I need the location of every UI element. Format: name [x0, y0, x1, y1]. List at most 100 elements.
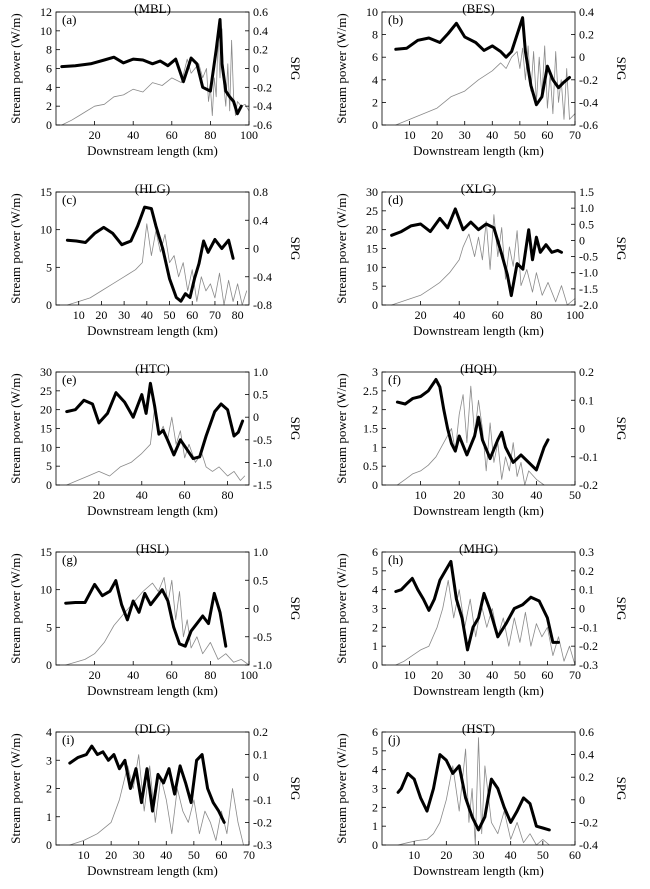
y2-tick-label: 0 — [253, 770, 259, 784]
x-tick-label: 40 — [530, 488, 542, 502]
y2-tick-label: -0.1 — [579, 620, 598, 634]
x-tick-label: 10 — [415, 488, 427, 502]
panel-label: (j) — [388, 732, 400, 747]
panel-label: (a) — [62, 12, 76, 27]
y2-tick-label: 1.0 — [253, 545, 268, 559]
x-tick-label: 30 — [118, 308, 130, 322]
y-tick-label: 0 — [372, 298, 378, 312]
panel-a: 20 40 60 80 100 0 2 4 6 8 10 12 -0.6 -0.4 -0.2 0 0.2 0.4 0… — [8, 1, 303, 158]
y2-tick-label: -1.5 — [579, 282, 598, 296]
x-tick-label: 30 — [473, 848, 485, 862]
x-tick-label: 20 — [105, 848, 117, 862]
x-tick-label: 100 — [566, 308, 584, 322]
y-tick-label: 10 — [40, 223, 52, 237]
y-tick-label: 1 — [372, 639, 378, 653]
y2-axis-label: SPG — [288, 237, 303, 261]
y-tick-label: 8 — [372, 28, 378, 42]
y2-tick-label: -0.8 — [253, 298, 272, 312]
y2-tick-label: -0.5 — [253, 433, 272, 447]
x-tick-label: 40 — [505, 848, 517, 862]
y2-tick-label: -0.4 — [253, 270, 272, 284]
y-tick-label: 2.5 — [363, 384, 378, 398]
y2-axis-label: SPG — [614, 597, 629, 621]
panel-label: (c) — [62, 192, 76, 207]
y2-axis-label: SPG — [614, 237, 629, 261]
y2-tick-label: -0.2 — [253, 80, 272, 94]
y2-tick-label: 0 — [253, 602, 259, 616]
y2-axis-label: SPG — [614, 417, 629, 441]
y-tick-label: 25 — [40, 384, 52, 398]
y-tick-label: 5 — [372, 564, 378, 578]
panel-e: 20 40 60 80 0 5 10 15 20 25 30 -1.5 -1.0 -0.5 0 0.5 1.0 (… — [8, 361, 303, 518]
y2-tick-label: -0.2 — [579, 815, 598, 829]
y2-tick-label: 0.2 — [579, 28, 594, 42]
y-tick-label: 4 — [372, 583, 378, 597]
x-tick-label: 30 — [133, 848, 145, 862]
y2-tick-label: -1.0 — [579, 266, 598, 280]
y2-tick-label: 0 — [253, 242, 259, 256]
y-tick-label: 0.5 — [363, 459, 378, 473]
x-tick-label: 80 — [204, 128, 216, 142]
x-axis-label: Downstream length (km) — [413, 503, 544, 518]
y-tick-label: 0 — [372, 838, 378, 852]
y-axis-label: Stream power (W/m) — [8, 733, 23, 843]
x-tick-label: 30 — [459, 668, 471, 682]
spg-line — [61, 28, 250, 126]
spg-line — [396, 385, 545, 486]
y-tick-label: 4 — [46, 80, 52, 94]
panel-i: 10 20 30 40 50 60 70 0 1 2 3 4 -0.3 -0.2 -0.1 0 0.1 0.2 (i… — [8, 721, 303, 878]
x-tick-label: 60 — [215, 848, 227, 862]
y2-tick-label: 0.6 — [579, 725, 594, 739]
y2-tick-label: -1.0 — [253, 658, 272, 672]
x-axis-label: Downstream length (km) — [87, 503, 218, 518]
y-axis-label: Stream power (W/m) — [334, 13, 349, 123]
panel-label: (e) — [62, 372, 76, 387]
y-tick-label: 0 — [372, 658, 378, 672]
x-tick-label: 70 — [243, 848, 255, 862]
x-tick-label: 80 — [222, 488, 234, 502]
y2-tick-label: 0.4 — [253, 24, 268, 38]
x-tick-label: 10 — [78, 848, 90, 862]
y-tick-label: 2 — [372, 620, 378, 634]
stream-power-line — [68, 744, 226, 824]
x-tick-label: 20 — [440, 848, 452, 862]
x-tick-label: 40 — [141, 308, 153, 322]
panel-f: 10 20 30 40 50 0 0.5 1 1.5 2 2.5 3 -0.2 -0.1 0 0.1 0.2 (f… — [334, 361, 629, 518]
y-tick-label: 3 — [372, 782, 378, 796]
plot-frame — [55, 731, 250, 846]
panel-h: 10 20 30 40 50 60 70 0 1 2 3 4 5 6 -0.3 -0.2 -0.1 0 0.1 0.2… — [334, 541, 629, 698]
y-tick-label: 10 — [366, 260, 378, 274]
plot-frame — [381, 551, 576, 666]
y2-tick-label: 0 — [253, 62, 259, 76]
y-tick-label: 10 — [40, 583, 52, 597]
stream-power-line — [394, 559, 560, 652]
y-axis-label: Stream power (W/m) — [8, 193, 23, 303]
y-tick-label: 15 — [366, 242, 378, 256]
spg-line — [395, 579, 576, 666]
y-tick-label: 30 — [40, 365, 52, 379]
spg-line — [397, 737, 550, 846]
y-axis-label: Stream power (W/m) — [334, 733, 349, 843]
stream-power-line — [65, 381, 245, 461]
x-tick-label: 80 — [204, 668, 216, 682]
x-tick-label: 40 — [127, 668, 139, 682]
x-tick-label: 10 — [73, 308, 85, 322]
x-tick-label: 10 — [404, 128, 416, 142]
x-tick-label: 20 — [93, 488, 105, 502]
stream-power-line — [60, 18, 243, 116]
plot-frame — [381, 371, 576, 486]
panel-label: (f) — [388, 372, 401, 387]
panel-d: 20 40 60 80 100 0 5 10 15 20 25 30 -2.0 -1.5 -1.0 -0.5 0… — [334, 181, 629, 338]
x-tick-label: 50 — [164, 308, 176, 322]
x-tick-label: 50 — [537, 848, 549, 862]
y2-tick-label: -0.5 — [253, 630, 272, 644]
x-tick-label: 60 — [541, 128, 553, 142]
x-tick-label: 100 — [240, 128, 258, 142]
panel-label: (b) — [388, 12, 403, 27]
y2-tick-label: 0.5 — [253, 388, 268, 402]
y-tick-label: 6 — [372, 50, 378, 64]
y2-tick-label: 0.2 — [253, 725, 268, 739]
x-tick-label: 60 — [492, 308, 504, 322]
x-axis-label: Downstream length (km) — [413, 143, 544, 158]
x-tick-label: 40 — [486, 668, 498, 682]
